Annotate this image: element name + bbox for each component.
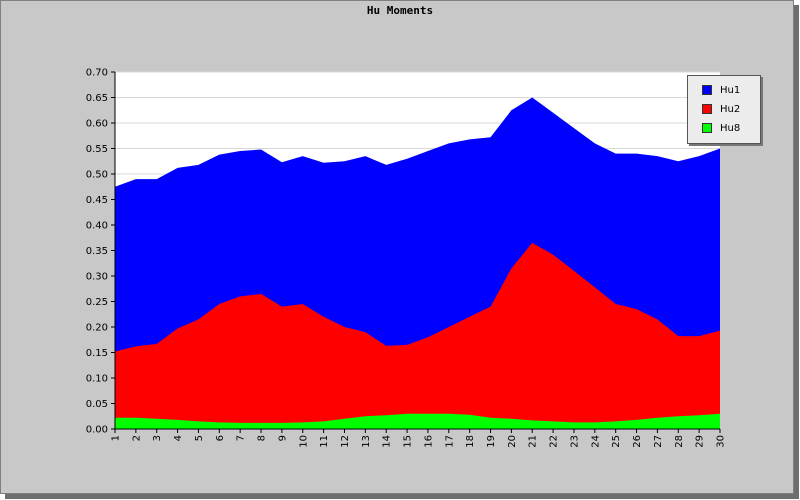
y-tick-label: 0.50 xyxy=(86,170,108,181)
x-tick-label: 9 xyxy=(277,435,288,441)
x-tick-label: 6 xyxy=(215,435,226,441)
legend-item-hu8: Hu8 xyxy=(702,121,740,135)
y-tick-label: 0.15 xyxy=(86,348,108,359)
x-tick-label: 5 xyxy=(194,435,205,441)
x-tick-label: 26 xyxy=(632,435,643,448)
x-tick-label: 17 xyxy=(444,435,455,448)
legend-label: Hu8 xyxy=(720,122,741,134)
legend-label: Hu2 xyxy=(720,103,741,115)
x-tick-label: 4 xyxy=(173,435,184,441)
y-tick-label: 0.35 xyxy=(86,246,108,257)
legend-item-hu1: Hu1 xyxy=(702,83,740,97)
x-tick-label: 16 xyxy=(423,435,434,448)
x-tick-label: 7 xyxy=(236,435,247,441)
x-tick-label: 29 xyxy=(695,435,706,448)
series-area-hu8 xyxy=(115,413,720,429)
x-tick-label: 10 xyxy=(298,435,309,448)
x-tick-label: 21 xyxy=(528,435,539,448)
y-tick-label: 0.40 xyxy=(86,221,108,232)
y-tick-label: 0.60 xyxy=(86,119,108,130)
legend-swatch xyxy=(702,104,712,114)
x-tick-label: 22 xyxy=(549,435,560,448)
legend-item-hu2: Hu2 xyxy=(702,102,740,116)
x-tick-label: 19 xyxy=(486,435,497,448)
y-tick-label: 0.10 xyxy=(86,374,108,385)
legend-label: Hu1 xyxy=(720,84,741,96)
y-tick-label: 0.00 xyxy=(86,425,108,436)
x-tick-label: 18 xyxy=(465,435,476,448)
y-tick-label: 0.25 xyxy=(86,297,108,308)
x-tick-label: 24 xyxy=(590,435,601,448)
y-tick-label: 0.65 xyxy=(86,93,108,104)
x-tick-label: 30 xyxy=(716,435,727,448)
x-tick-label: 2 xyxy=(131,435,142,441)
x-tick-label: 23 xyxy=(569,435,580,448)
chart-title: Hu Moments xyxy=(366,4,434,17)
x-tick-label: 1 xyxy=(111,435,122,441)
x-tick-label: 25 xyxy=(611,435,622,448)
x-tick-label: 14 xyxy=(382,435,393,448)
x-tick-label: 12 xyxy=(340,435,351,448)
y-tick-label: 0.05 xyxy=(86,399,108,410)
x-tick-label: 28 xyxy=(674,435,685,448)
x-tick-label: 8 xyxy=(257,435,268,441)
legend-swatch xyxy=(702,123,712,133)
y-tick-label: 0.70 xyxy=(86,68,108,79)
x-tick-label: 15 xyxy=(403,435,414,448)
x-tick-label: 27 xyxy=(653,435,664,448)
series-area-hu2 xyxy=(115,242,720,429)
legend: Hu1 Hu2 Hu8 xyxy=(687,75,761,144)
y-tick-label: 0.20 xyxy=(86,323,108,334)
y-tick-label: 0.30 xyxy=(86,272,108,283)
x-tick-label: 3 xyxy=(152,435,163,441)
y-tick-label: 0.55 xyxy=(86,144,108,155)
y-tick-label: 0.45 xyxy=(86,195,108,206)
x-tick-label: 13 xyxy=(361,435,372,448)
legend-swatch xyxy=(702,85,712,95)
x-tick-label: 11 xyxy=(319,435,330,448)
x-tick-label: 20 xyxy=(507,435,518,448)
